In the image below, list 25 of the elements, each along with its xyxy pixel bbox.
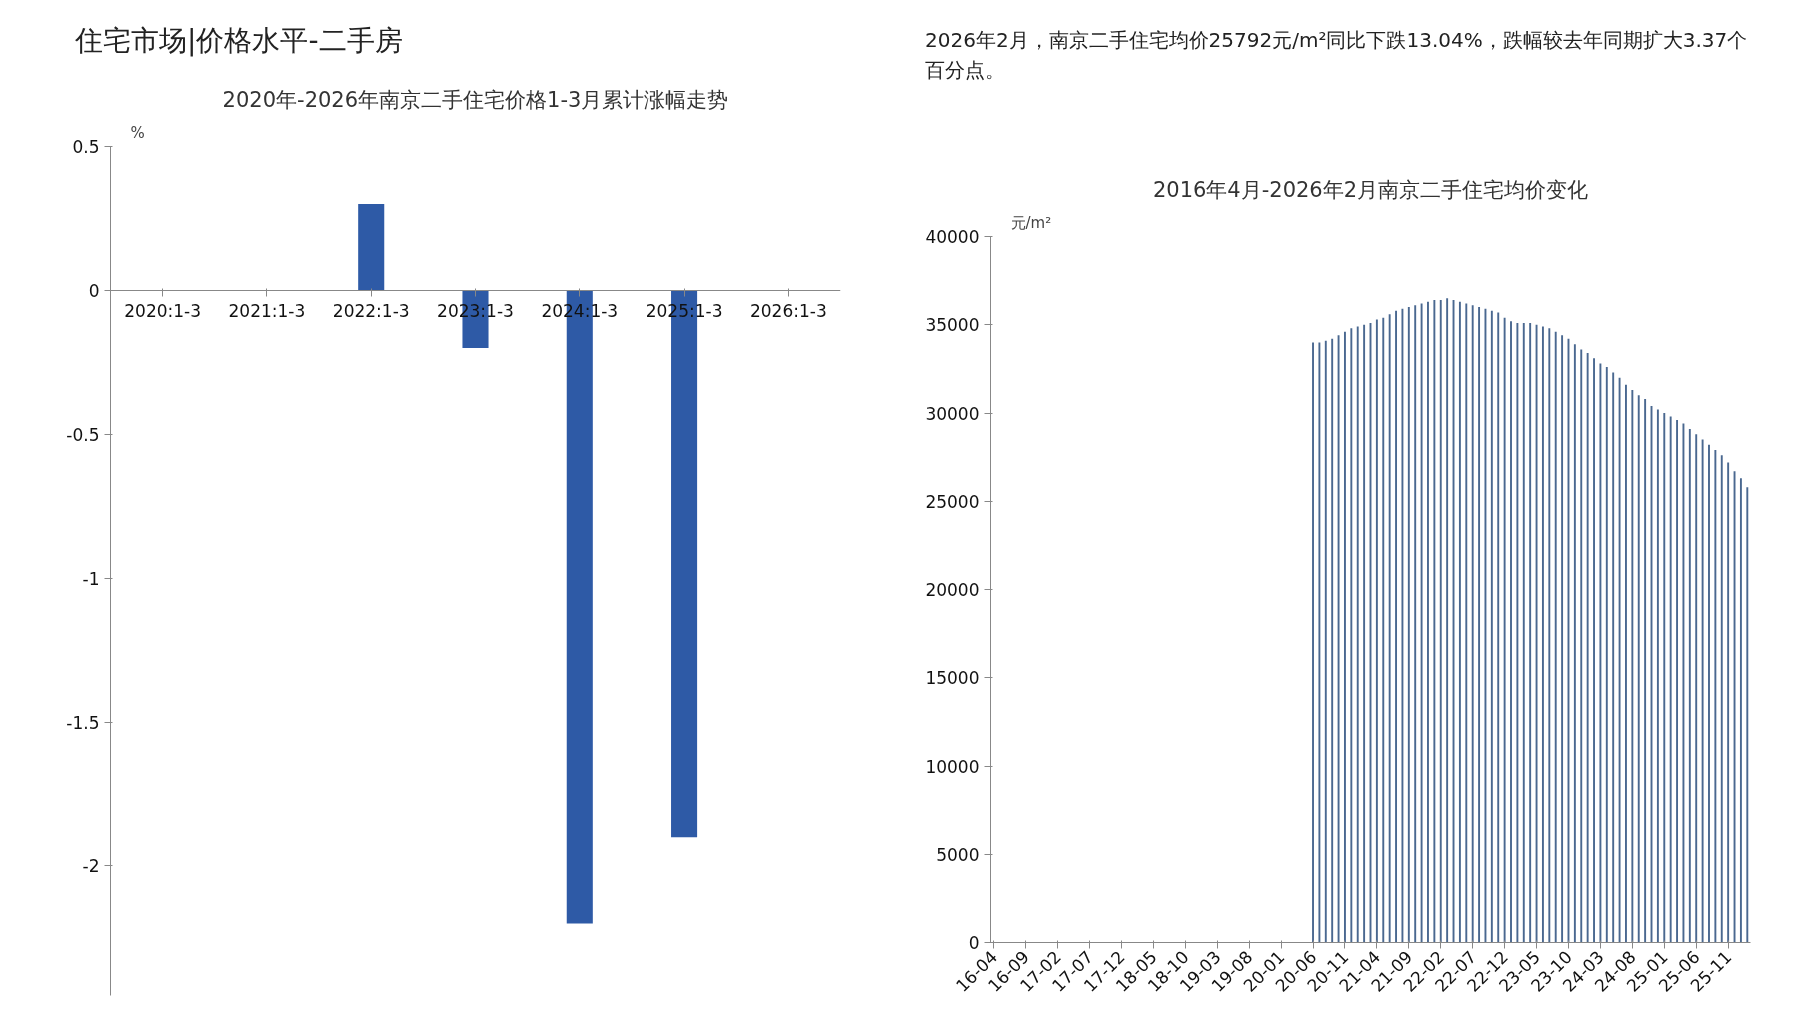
y-tick-label: 0 (88, 280, 100, 301)
y-tick-label: -1 (82, 568, 100, 589)
chart-title: 2020年-2026年南京二手住宅价格1-3月累计涨幅走势 (222, 87, 729, 112)
y-tick-label: 40000 (925, 227, 980, 247)
y-tick-label: 10000 (925, 756, 980, 777)
y-tick-label: -0.5 (66, 424, 100, 445)
y-axis-title: 元/m² (1010, 213, 1052, 232)
y-axis-title: % (130, 123, 145, 142)
y-tick-label: 25000 (925, 491, 980, 512)
text: 2026年2月，南京二手住宅均价25792元/m²同比下跌13.04%，跌幅较去年同期扩大3.37个百分点。 (925, 27, 1749, 84)
chart-title: 2016年4月-2026年2月南京二手住宅均价变化 (1152, 177, 1589, 202)
x-tick-label: 2022:1-3 (332, 301, 410, 322)
y-tick-label: 30000 (925, 403, 980, 424)
y-tick-label: 15000 (925, 668, 980, 689)
y-tick-label: 0 (968, 933, 980, 953)
y-tick-label: 5000 (936, 844, 980, 865)
y-tick-label: -1.5 (66, 712, 100, 733)
y-tick-label: -2 (82, 856, 100, 877)
y-tick-label: 20000 (925, 580, 980, 600)
y-tick-label: 35000 (925, 315, 980, 336)
text: 住宅市场|价格水平-二手房 (75, 23, 403, 59)
x-tick-label: 2021:1-3 (228, 301, 306, 322)
y-tick-label: 0.5 (72, 137, 100, 157)
x-tick-label: 2020:1-3 (124, 301, 202, 322)
x-tick-label: 2026:1-3 (749, 301, 827, 322)
